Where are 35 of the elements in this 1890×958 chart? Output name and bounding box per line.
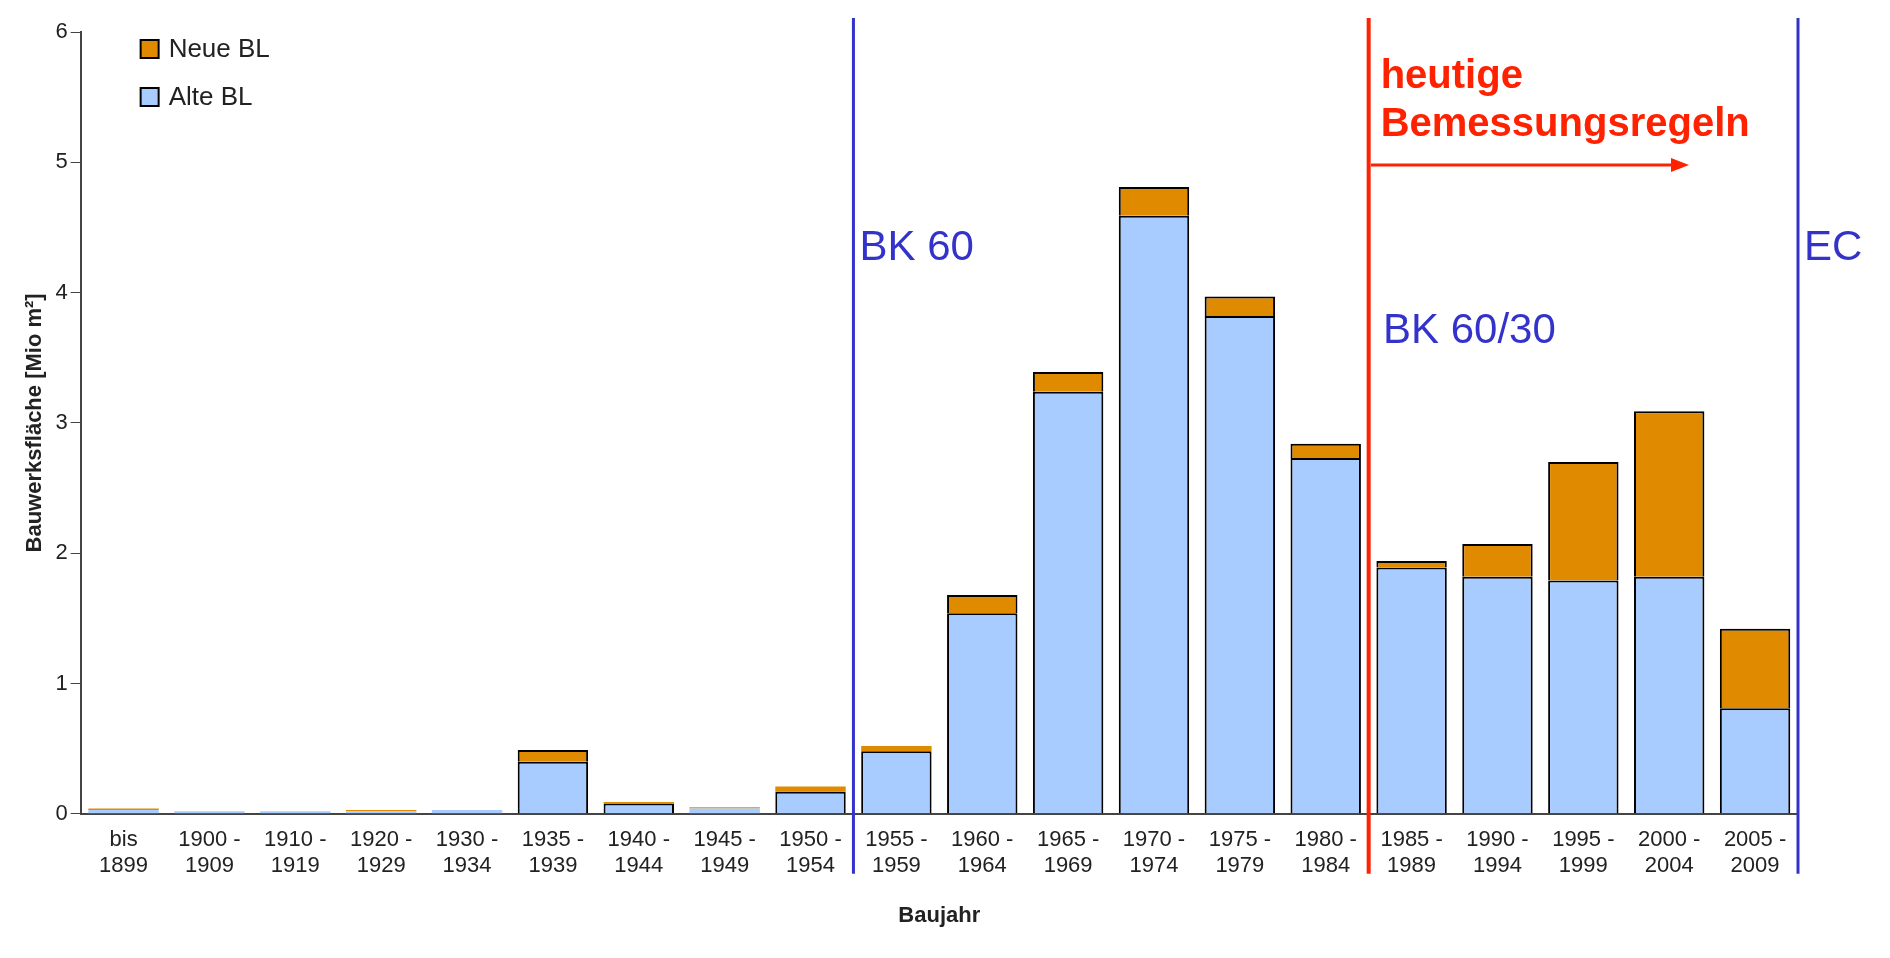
y-tick-label: 3 bbox=[55, 408, 68, 434]
x-tick-label: 1995 - 1999 bbox=[1552, 826, 1615, 878]
ref-line-label: EC bbox=[1804, 222, 1863, 270]
ref-line-label: BK 60 bbox=[859, 222, 974, 270]
x-tick-label: 2005 - 2009 bbox=[1723, 826, 1787, 878]
legend-label: Neue BL bbox=[168, 33, 270, 64]
y-tick-label: 6 bbox=[55, 18, 68, 44]
x-tick-label: 1960 - 1964 bbox=[951, 826, 1014, 878]
x-tick-label: 1930 - 1934 bbox=[435, 826, 499, 878]
x-tick-label: 1945 - 1949 bbox=[693, 826, 756, 878]
x-tick-label: 2000 - 2004 bbox=[1638, 826, 1701, 878]
x-tick-label: 1940 - 1944 bbox=[607, 826, 670, 878]
x-tick-label: 1965 - 1969 bbox=[1036, 826, 1100, 878]
y-axis-title: Bauwerksfläche [Mio m²] bbox=[21, 293, 47, 553]
x-tick-label: bis 1899 bbox=[99, 826, 149, 878]
y-tick-label: 5 bbox=[55, 148, 68, 174]
x-tick-label: 1985 - 1989 bbox=[1380, 826, 1443, 878]
x-tick-label: 1975 - 1979 bbox=[1208, 826, 1272, 878]
x-tick-label: 1910 - 1919 bbox=[264, 826, 327, 878]
x-tick-label: 1950 - 1954 bbox=[779, 826, 842, 878]
x-tick-label: 1970 - 1974 bbox=[1122, 826, 1186, 878]
y-tick-label: 4 bbox=[55, 278, 68, 304]
x-tick-label: 1935 - 1939 bbox=[521, 826, 585, 878]
x-tick-label: 1955 - 1959 bbox=[865, 826, 928, 878]
x-axis-title: Baujahr bbox=[898, 901, 981, 927]
x-tick-label: 1990 - 1994 bbox=[1466, 826, 1529, 878]
y-tick-label: 1 bbox=[55, 669, 68, 695]
x-tick-label: 1900 - 1909 bbox=[178, 826, 241, 878]
y-tick-label: 0 bbox=[55, 799, 68, 825]
legend-label: Alte BL bbox=[168, 81, 253, 112]
annotation: BK 60/30 bbox=[1383, 305, 1556, 353]
y-tick-label: 2 bbox=[55, 539, 68, 565]
x-tick-label: 1980 - 1984 bbox=[1294, 826, 1357, 878]
x-tick-label: 1920 - 1929 bbox=[349, 826, 413, 878]
ref-line-label: heutige Bemessungsregeln bbox=[1380, 52, 1750, 145]
